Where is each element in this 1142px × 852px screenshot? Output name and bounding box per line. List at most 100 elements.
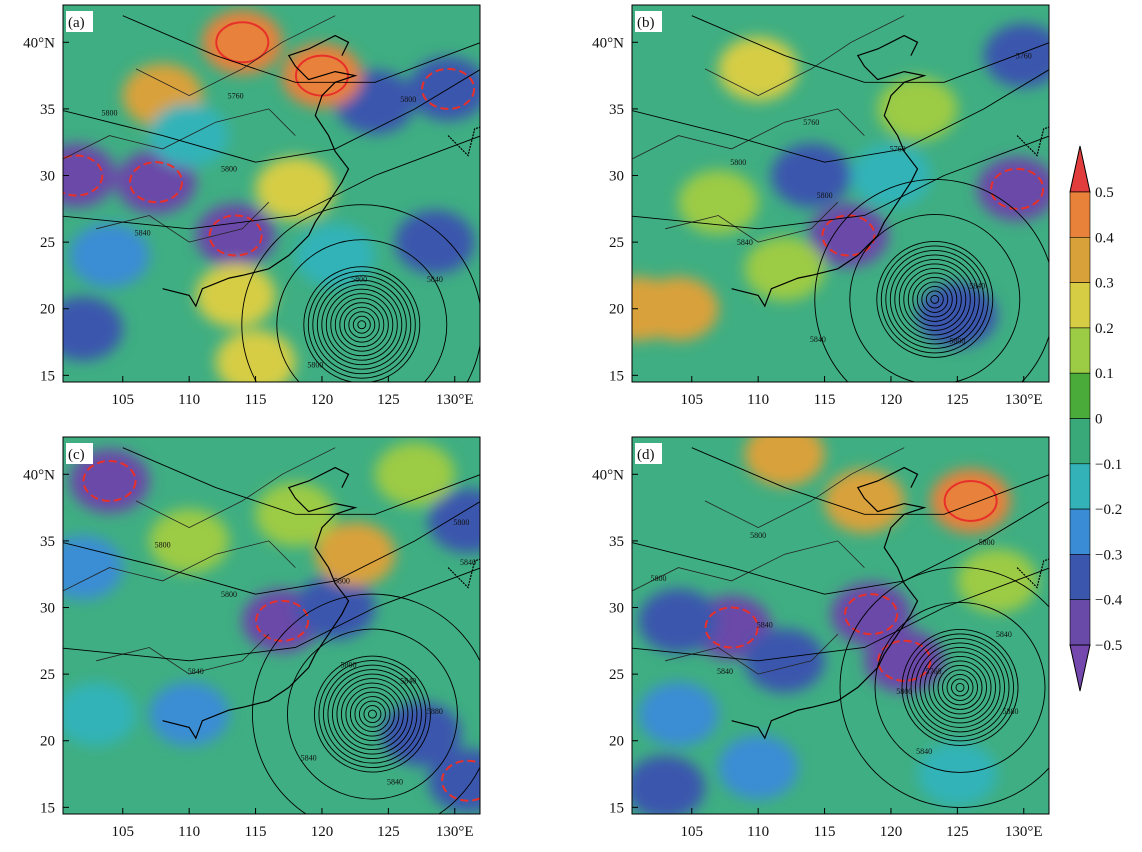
lon-tick-label: 120 xyxy=(880,824,903,840)
anomaly-patch xyxy=(63,682,137,747)
colorbar-band xyxy=(1069,418,1091,465)
colorbar-band xyxy=(1069,282,1091,329)
anomaly-patch xyxy=(877,76,958,141)
frame xyxy=(62,436,481,815)
lat-tick-label: 25 xyxy=(40,667,55,683)
anomaly-patch xyxy=(638,588,719,653)
anomaly-patch xyxy=(428,488,480,553)
coastline xyxy=(731,466,927,740)
height-contour xyxy=(814,178,1049,382)
lon-tick-label: 120 xyxy=(311,392,334,408)
height-contour xyxy=(312,275,412,375)
height-contour xyxy=(334,297,389,352)
contour-label: 5800 xyxy=(817,191,833,200)
coastline xyxy=(447,558,480,589)
lat-tick-label: 35 xyxy=(40,534,55,550)
anomaly-patch xyxy=(149,508,230,573)
contour-label: 5840 xyxy=(135,228,151,237)
anomaly-patch xyxy=(63,296,123,361)
anomaly-patch xyxy=(638,682,719,747)
contour-label: 5760 xyxy=(803,118,819,127)
significance-contour xyxy=(704,606,759,649)
lat-tick-label: 40°N xyxy=(23,35,55,51)
significance-contour xyxy=(441,759,480,802)
lat-tick-label: 20 xyxy=(609,302,624,318)
lon-tick-label: 125 xyxy=(377,392,400,408)
lat-tick-label: 30 xyxy=(40,169,55,185)
anomaly-patch xyxy=(744,628,825,693)
province-border xyxy=(63,447,336,675)
lon-tick-label: 130°E xyxy=(1005,392,1043,408)
province-border xyxy=(63,15,336,243)
contour-label: 5840 xyxy=(460,558,476,567)
significance-contour xyxy=(943,479,998,522)
colorbar-band xyxy=(1069,554,1091,601)
height-contour xyxy=(348,311,376,339)
contour-label: 5840 xyxy=(717,667,733,676)
height-contour xyxy=(343,306,380,343)
height-contour xyxy=(894,258,976,340)
height-contour xyxy=(340,682,404,746)
height-contour xyxy=(354,696,391,733)
height-contour xyxy=(898,263,971,336)
height-contour xyxy=(924,651,996,724)
lon-tick-label: 120 xyxy=(880,392,903,408)
lon-tick-label: 105 xyxy=(681,392,704,408)
height-contour xyxy=(63,447,480,662)
lat-tick-label: 20 xyxy=(609,734,624,750)
anomaly-patch xyxy=(195,203,276,268)
contour-label: 5840 xyxy=(757,620,773,629)
lat-tick-label: 25 xyxy=(40,235,55,251)
contour-label: 5840 xyxy=(916,747,932,756)
contour-label: 5840 xyxy=(996,630,1012,639)
anomaly-patch xyxy=(808,203,889,268)
colorbar-tick-label: 0.2 xyxy=(1095,321,1114,337)
colorbar-tick-label: −0.4 xyxy=(1095,593,1123,609)
anomaly-patch xyxy=(381,702,462,767)
anomaly-field xyxy=(632,437,1038,814)
height-contour xyxy=(849,213,1021,382)
lon-tick-label: 125 xyxy=(946,824,969,840)
anomaly-patch xyxy=(864,628,945,693)
anomaly-patch xyxy=(149,682,230,747)
lon-tick-label: 125 xyxy=(946,392,969,408)
height-contour xyxy=(880,245,989,354)
lon-tick-label: 115 xyxy=(245,824,267,840)
height-contour xyxy=(241,204,480,382)
anomaly-patch xyxy=(744,437,825,487)
height-contour xyxy=(63,15,480,230)
contour-label: 5800 xyxy=(453,518,469,527)
anomaly-patch xyxy=(195,263,276,328)
height-contour xyxy=(316,279,407,370)
colorbar-band xyxy=(1069,508,1091,555)
height-contour xyxy=(358,700,386,728)
significance-contour xyxy=(215,21,270,64)
map-panel: 5800 5800 5800 5840 5840 5840 5800 5760 5880 5840 xyxy=(632,437,1049,814)
height-contour xyxy=(345,687,400,742)
contour-label: 5800 xyxy=(651,574,667,583)
lon-tick-label: 110 xyxy=(178,824,200,840)
height-contour xyxy=(921,285,949,313)
lat-tick-label: 30 xyxy=(609,169,624,185)
height-contour xyxy=(910,637,1010,737)
colorbar-tick-label: −0.5 xyxy=(1095,638,1122,654)
significance-contour xyxy=(208,214,263,257)
panel-label-box xyxy=(66,11,93,32)
colorbar-tick-label: 0.4 xyxy=(1095,230,1114,246)
contour-label: 5840 xyxy=(400,676,416,685)
lon-tick-label: 110 xyxy=(747,824,769,840)
contour-label: 5840 xyxy=(301,754,317,763)
contour-label: 5800 xyxy=(400,95,416,104)
coastline xyxy=(162,466,358,740)
lat-tick-label: 20 xyxy=(40,734,55,750)
contour-label: 5880 xyxy=(1002,707,1018,716)
anomaly-patch xyxy=(69,223,150,288)
lon-tick-label: 125 xyxy=(377,824,400,840)
lat-tick-label: 30 xyxy=(40,601,55,617)
lon-tick-label: 115 xyxy=(814,824,836,840)
anomaly-patch xyxy=(977,156,1049,221)
contour-label: 5760 xyxy=(890,145,906,154)
anomaly-patch xyxy=(295,575,376,640)
anomaly-field xyxy=(63,442,480,813)
